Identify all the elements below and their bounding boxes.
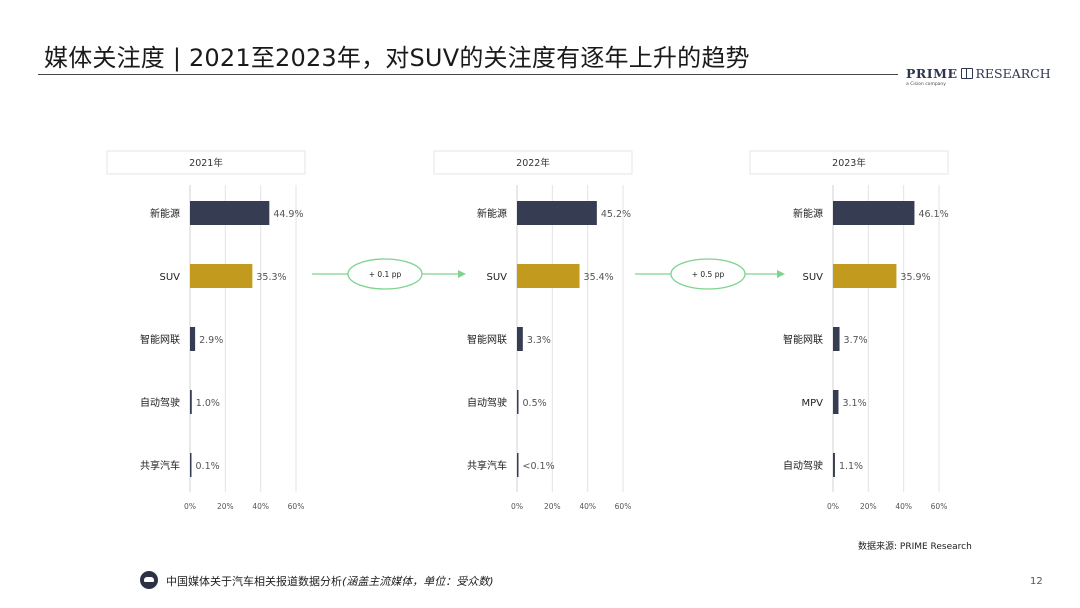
x-tick-label: 40% [895,502,912,511]
page-number: 12 [1030,576,1043,587]
data-label: 0.5% [523,398,547,409]
data-label: 3.7% [844,335,868,346]
page-title: 媒体关注度 | 2021至2023年，对SUV的关注度有逐年上升的趋势 [44,44,750,72]
category-label: 新能源 [150,207,180,220]
category-label: 共享汽车 [467,459,507,472]
data-label: 35.9% [900,272,930,283]
footer-text: 中国媒体关于汽车相关报道数据分析 [166,575,342,588]
bar [190,390,192,414]
book-icon [960,68,973,79]
data-label: <0.1% [523,461,555,472]
data-label: 3.1% [842,398,866,409]
prime-research-logo: PRIME RESEARCH a Cision company [906,66,1051,87]
x-tick-label: 60% [288,502,305,511]
arrow-head [458,270,466,278]
data-label: 1.1% [839,461,863,472]
x-tick-label: 40% [252,502,269,511]
data-label: 2.9% [199,335,223,346]
category-label: 智能网联 [783,333,823,346]
logo-text: PRIME [906,66,958,81]
category-label: 自动驾驶 [783,459,823,472]
growth-label: + 0.5 pp [692,270,725,279]
data-label: 0.1% [196,461,220,472]
category-label: 智能网联 [467,333,507,346]
bar [190,327,196,351]
data-label: 35.3% [256,272,286,283]
x-tick-label: 0% [827,502,839,511]
data-label: 46.1% [918,209,948,220]
chart-title: 2023年 [832,157,866,169]
growth-badge [347,258,423,290]
title-underline [38,74,898,75]
category-label: 自动驾驶 [467,396,507,409]
category-label: 智能网联 [140,333,180,346]
bar [190,453,192,477]
data-label: 3.3% [527,335,551,346]
category-label: 共享汽车 [140,459,180,472]
bar [833,201,915,225]
x-tick-label: 60% [931,502,948,511]
bar [833,264,897,288]
category-label: MPV [802,398,824,409]
growth-badge [670,258,746,290]
category-label: SUV [159,272,180,283]
chart-title-box [106,150,306,175]
bar [517,201,597,225]
car-icon [140,571,158,589]
category-label: 新能源 [793,207,823,220]
x-tick-label: 20% [544,502,561,511]
category-label: SUV [486,272,507,283]
x-tick-label: 0% [511,502,523,511]
x-tick-label: 0% [184,502,196,511]
bar [833,327,840,351]
footer-note: 中国媒体关于汽车相关报道数据分析(涵盖主流媒体，单位：受众数) [166,573,494,589]
bar [517,453,519,477]
bar [517,390,519,414]
category-label: 新能源 [477,207,507,220]
category-label: SUV [802,272,823,283]
footer-italic: (涵盖主流媒体，单位：受众数) [342,575,494,588]
chart-title: 2021年 [189,157,223,169]
x-tick-label: 60% [615,502,632,511]
bar [833,453,835,477]
chart-title-box [749,150,949,175]
x-tick-label: 20% [217,502,234,511]
logo-subtext: a Cision company [906,82,946,87]
data-label: 1.0% [196,398,220,409]
arrow-head [777,270,785,278]
x-tick-label: 40% [579,502,596,511]
x-tick-label: 20% [860,502,877,511]
bar [517,327,523,351]
growth-label: + 0.1 pp [369,270,402,279]
bar [190,201,270,225]
data-source: 数据来源: PRIME Research [858,542,972,552]
data-label: 44.9% [273,209,303,220]
category-label: 自动驾驶 [140,396,180,409]
bar [190,264,253,288]
data-label: 45.2% [601,209,631,220]
bar [833,390,839,414]
chart-title: 2022年 [516,157,550,169]
bar [517,264,580,288]
data-label: 35.4% [584,272,614,283]
chart-title-box [433,150,633,175]
